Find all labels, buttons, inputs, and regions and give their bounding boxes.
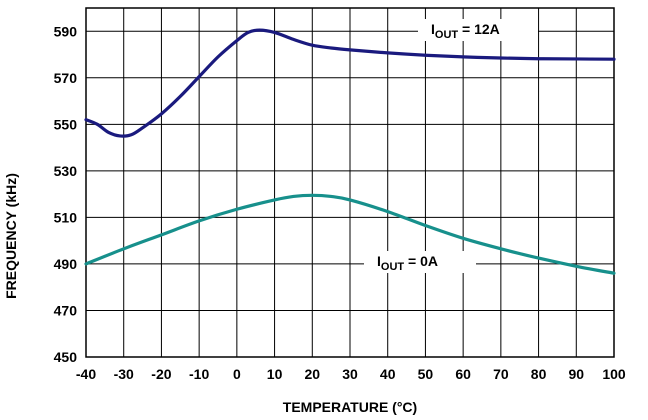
- x-tick-label: -10: [189, 366, 209, 382]
- x-tick-label: 30: [342, 366, 358, 382]
- series-label-iout-12a: IOUT = 12A: [431, 21, 500, 41]
- x-tick-label: 70: [493, 366, 509, 382]
- series-label-background: [364, 251, 476, 273]
- y-tick-label: 550: [54, 116, 78, 132]
- x-tick-label: 100: [602, 366, 626, 382]
- y-tick-label: 470: [54, 302, 78, 318]
- y-axis-title: FREQUENCY (kHz): [3, 173, 19, 299]
- x-tick-label: 40: [380, 366, 396, 382]
- x-tick-label: 60: [455, 366, 471, 382]
- plot-frame: [85, 7, 615, 358]
- series-lines: [84, 28, 616, 275]
- series-label-background: [418, 19, 538, 41]
- y-tick-label: 490: [54, 256, 78, 272]
- x-tick-label: 90: [568, 366, 584, 382]
- y-tick-label: 590: [54, 23, 78, 39]
- x-tick-labels: -40 -30 -20 -10 0 10 20 30 40 50 60 70 80 90 100: [76, 366, 626, 382]
- y-tick-labels: 450 470 490 510 530 550 570 590: [54, 23, 78, 365]
- y-tick-label: 570: [54, 70, 78, 86]
- x-tick-label: -20: [151, 366, 171, 382]
- x-tick-label: 80: [531, 366, 547, 382]
- x-tick-label: 50: [418, 366, 434, 382]
- x-tick-label: 20: [304, 366, 320, 382]
- x-tick-label: 10: [267, 366, 283, 382]
- x-tick-label: 0: [233, 366, 241, 382]
- y-tick-label: 530: [54, 163, 78, 179]
- y-tick-label: 510: [54, 209, 78, 225]
- series-labels: IOUT = 12A IOUT = 0A: [364, 19, 538, 273]
- x-tick-label: -30: [114, 366, 134, 382]
- series-line-iout-12a: [84, 28, 616, 138]
- series-line-iout-0a: [84, 193, 616, 275]
- x-tick-label: -40: [76, 366, 96, 382]
- y-tick-label: 450: [54, 349, 78, 365]
- x-axis-title: TEMPERATURE (°C): [283, 399, 417, 415]
- grid: [85, 7, 615, 358]
- series-label-iout-0a: IOUT = 0A: [377, 253, 438, 273]
